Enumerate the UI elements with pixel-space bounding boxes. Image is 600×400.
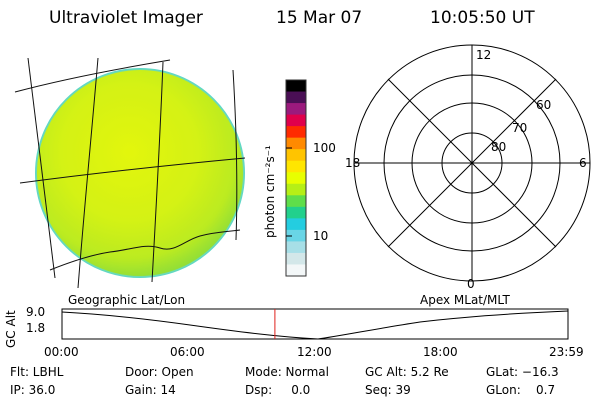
lat-label-60: 60: [536, 98, 552, 112]
colorbar-tick-10: 10: [313, 229, 329, 243]
lat-label-80: 80: [491, 140, 507, 154]
colorbar-cell: [286, 137, 306, 150]
x-tick-0600: 06:00: [170, 345, 205, 359]
colorbar-cell: [286, 149, 306, 162]
x-tick-2359: 23:59: [549, 345, 584, 359]
polar-diag-2: [387, 78, 557, 248]
geographic-latlon-label: Geographic Lat/Lon: [68, 293, 186, 307]
flt-status: Flt: LBHL: [10, 365, 64, 379]
x-tick-1200: 12:00: [297, 345, 332, 359]
x-tick-0000: 00:00: [44, 345, 79, 359]
mlt-label-6: 6: [579, 156, 587, 170]
colorbar-cell: [286, 264, 306, 277]
y-tick-1-8: 1.8: [26, 321, 46, 335]
colorbar-cell: [286, 80, 306, 93]
mlt-label-18: 18: [345, 156, 361, 170]
seq-status: Seq: 39: [365, 383, 411, 397]
earth-disk: [35, 68, 245, 278]
colorbar-cell: [286, 241, 306, 254]
date-label: 15 Mar 07: [276, 8, 363, 28]
mode-status: Mode: Normal: [245, 365, 329, 379]
colorbar-cell: [286, 114, 306, 127]
colorbar-cell: [286, 252, 306, 265]
colorbar-cell: [286, 218, 306, 231]
lat-label-70: 70: [512, 121, 528, 135]
mlt-label-12: 12: [476, 48, 492, 62]
apex-mlat-mlt-label: Apex MLat/MLT: [420, 293, 510, 307]
colorbar-cell: [286, 195, 306, 208]
colorbar-cell: [286, 172, 306, 185]
noise-texture: [36, 69, 244, 277]
colorbar-cell: [286, 103, 306, 116]
colorbar-cell: [286, 206, 306, 219]
y-tick-9: 9.0: [26, 305, 46, 319]
colorbar-cell: [286, 183, 306, 196]
geo-grid: [14, 57, 246, 289]
colorbar-cell: [286, 229, 306, 242]
ip-status: IP: 36.0: [10, 383, 56, 397]
dsp-status: Dsp: 0.0: [245, 383, 311, 397]
gain-status: Gain: 14: [125, 383, 176, 397]
instrument-title: Ultraviolet Imager: [49, 8, 203, 28]
colorbar-cell: [286, 91, 306, 104]
colorbar-cell: [286, 126, 306, 139]
glon-status: GLon: 0.7: [486, 383, 556, 397]
mlt-label-0: 0: [467, 277, 475, 291]
x-tick-1800: 18:00: [423, 345, 458, 359]
altitude-curve: [61, 310, 569, 340]
colorbar-tick-100: 100: [313, 141, 336, 155]
gc-alt-status: GC Alt: 5.2 Re: [365, 365, 449, 379]
colorbar-cell: [286, 160, 306, 173]
time-label: 10:05:50 UT: [430, 8, 535, 28]
door-status: Door: Open: [125, 365, 194, 379]
glat-status: GLat: −16.3: [486, 365, 559, 379]
